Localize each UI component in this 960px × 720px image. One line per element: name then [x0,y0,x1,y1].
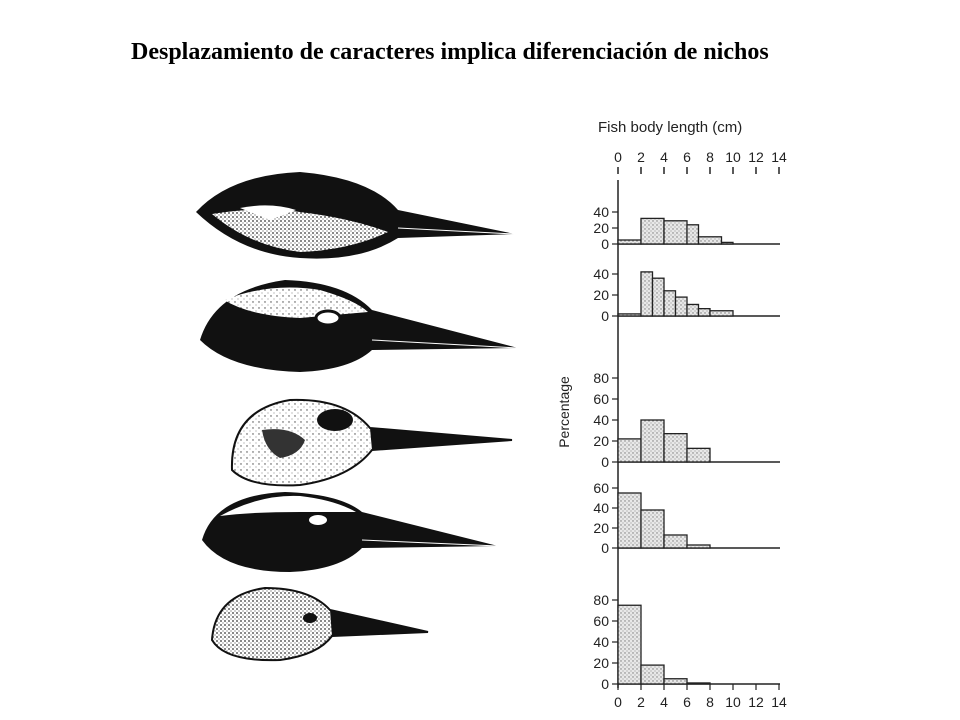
histogram-bar [663,220,688,245]
histogram-bar [663,678,688,685]
x-axis-label-top: Fish body length (cm) [598,119,742,136]
y-tick-label: 80 [593,592,609,608]
histogram-bar [674,296,688,317]
histogram-bar [617,492,642,549]
histogram-bar [640,271,654,317]
slide-title: Desplazamiento de caracteres implica dif… [131,39,769,65]
y-tick-label: 20 [593,520,609,536]
x-tick-label-top: 12 [748,149,764,165]
y-tick-label: 20 [593,433,609,449]
x-tick-label-top: 4 [660,149,668,165]
bird-head-1 [196,172,516,259]
histogram-bar [640,217,665,245]
y-tick-label: 60 [593,613,609,629]
histogram-bar [697,307,711,317]
y-tick-label: 0 [601,540,609,556]
y-axis-label: Percentage [556,376,572,448]
histogram-bar [686,224,700,245]
x-tick-label-top: 10 [725,149,741,165]
histogram-bar [686,303,700,317]
histogram-bar [709,310,734,317]
x-tick-label-bottom: 2 [637,694,645,710]
histogram-bar [640,419,665,463]
histogram-bar [640,509,665,549]
histogram-bar [663,432,688,463]
x-tick-label-bottom: 12 [748,694,764,710]
y-tick-label: 60 [593,480,609,496]
histogram-bar [697,236,723,245]
y-tick-label: 40 [593,266,609,282]
histogram-bar [686,682,711,685]
histogram-panel: 0 20 40 60 80 [593,592,780,692]
y-tick-label: 0 [601,676,609,692]
x-tick-label-top: 6 [683,149,691,165]
x-tick-label-bottom: 6 [683,694,691,710]
bird-head-2 [200,280,519,372]
x-tick-label-bottom: 10 [725,694,741,710]
x-tick-label-top: 2 [637,149,645,165]
y-tick-label: 40 [593,412,609,428]
histogram-bar [617,438,642,463]
y-tick-label: 20 [593,655,609,671]
y-tick-label: 0 [601,454,609,470]
bird-head-5 [210,586,429,662]
bird-head-3 [230,398,513,487]
top-x-axis: Fish body length (cm) 0 2 4 6 8 10 12 14 [598,119,787,174]
x-tick-label-top: 8 [706,149,714,165]
y-tick-label: 40 [593,500,609,516]
x-tick-label-bottom: 14 [771,694,787,710]
y-tick-label: 40 [593,634,609,650]
x-tick-label-bottom: 8 [706,694,714,710]
histogram-bar [663,534,688,549]
histogram-bar [686,544,711,549]
histogram-bar [686,447,711,463]
bottom-x-axis: 0 2 4 6 8 10 12 14 [614,684,787,710]
x-tick-label-bottom: 4 [660,694,668,710]
y-tick-label: 20 [593,287,609,303]
histogram-bar [617,604,642,685]
histogram-bar [640,664,665,685]
y-tick-label: 60 [593,391,609,407]
histogram-panel: 0 20 40 60 [593,480,780,556]
x-tick-label-bottom: 0 [614,694,622,710]
y-tick-label: 0 [601,308,609,324]
histogram-bar [651,277,665,317]
y-tick-label: 40 [593,204,609,220]
y-tick-label: 20 [593,220,609,236]
y-tick-label: 80 [593,370,609,386]
histogram-panel: 0 20 40 [593,266,780,324]
x-tick-label-top: 0 [614,149,622,165]
histogram-bar [617,313,642,317]
y-tick-label: 0 [601,236,609,252]
bird-head-4 [202,492,499,572]
histogram-bar [663,290,677,317]
histogram-bar [617,239,642,245]
x-tick-label-top: 14 [771,149,787,165]
histogram-bar [720,241,734,245]
histogram-panel: 0 20 40 60 80 [593,370,780,470]
